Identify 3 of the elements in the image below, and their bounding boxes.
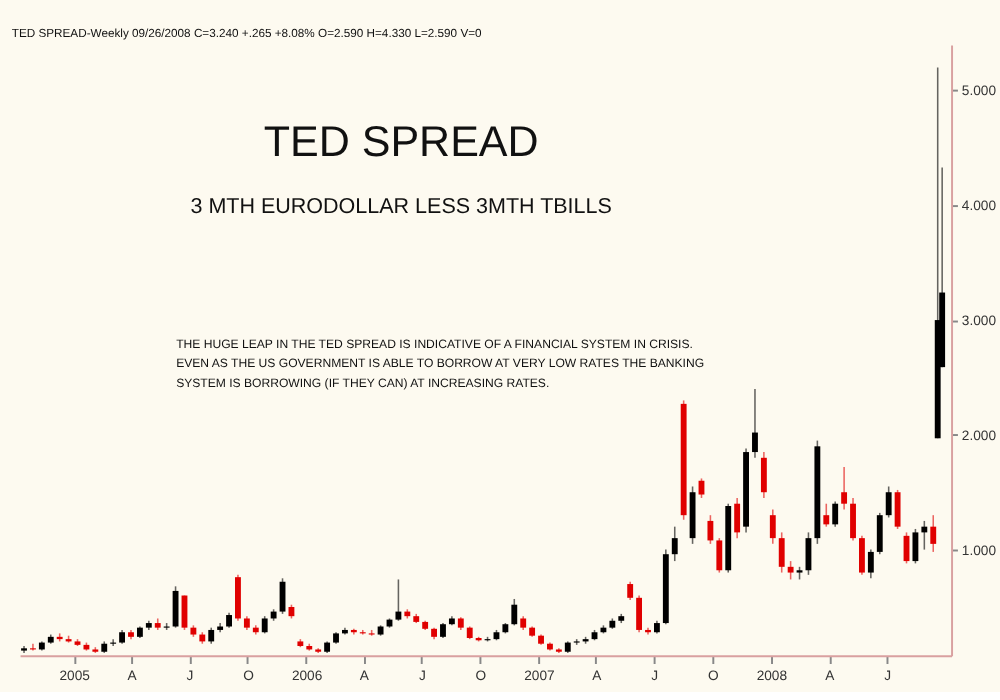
candlestick [101,643,108,652]
text: 3 MTH EURODOLLAR LESS 3MTH TBILLS [190,194,612,219]
text: TED SPREAD [263,118,539,167]
